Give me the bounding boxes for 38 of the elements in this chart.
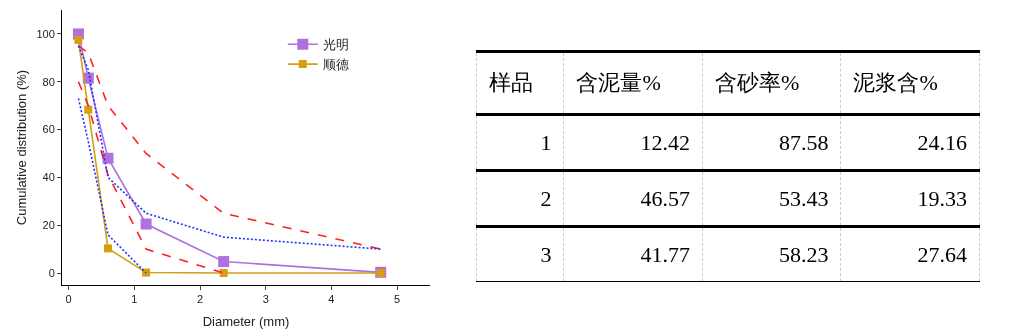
y-axis-title: Cumulative distribution (%) (14, 69, 29, 226)
x-tick-label: 5 (394, 293, 401, 306)
x-tick-label: 0 (65, 293, 72, 306)
y-tick-label: 100 (36, 27, 55, 40)
y-tick-label: 80 (42, 75, 55, 88)
data-label: 58.23 (702, 226, 841, 282)
x-tick-label: 2 (196, 293, 204, 306)
data-label: 87.58 (702, 114, 841, 171)
category-label: 2 (476, 170, 564, 227)
x-tick-label: 1 (131, 293, 138, 306)
point (102, 152, 114, 164)
text: 含砂率% (702, 51, 841, 115)
y-tick-label: 40 (42, 171, 55, 184)
x-tick-label: 3 (262, 293, 269, 306)
point (219, 269, 228, 278)
data-label: 19.33 (840, 170, 980, 227)
x-axis-title: Diameter (mm) (202, 314, 290, 329)
point (218, 256, 230, 268)
data-label: 53.43 (702, 170, 841, 227)
data-label: 46.57 (563, 170, 703, 227)
point (140, 218, 152, 230)
point (84, 105, 93, 114)
data-label: 12.42 (563, 114, 703, 171)
legend-label: 顺德 (322, 57, 349, 73)
y-tick-label: 0 (48, 266, 55, 279)
legend-label: 光明 (322, 37, 349, 53)
data-label: 27.64 (840, 226, 980, 282)
x-tick-label: 4 (328, 293, 335, 306)
point (74, 35, 83, 44)
point (104, 244, 112, 253)
text: 泥浆含% (840, 51, 980, 115)
y-tick-label: 20 (42, 219, 55, 232)
data-label: 24.16 (840, 114, 980, 171)
category-label: 1 (476, 114, 564, 171)
y-tick-label: 60 (42, 123, 55, 136)
text: 含泥量% (563, 51, 703, 115)
text: 样品 (476, 51, 564, 115)
data-label: 41.77 (563, 226, 703, 282)
